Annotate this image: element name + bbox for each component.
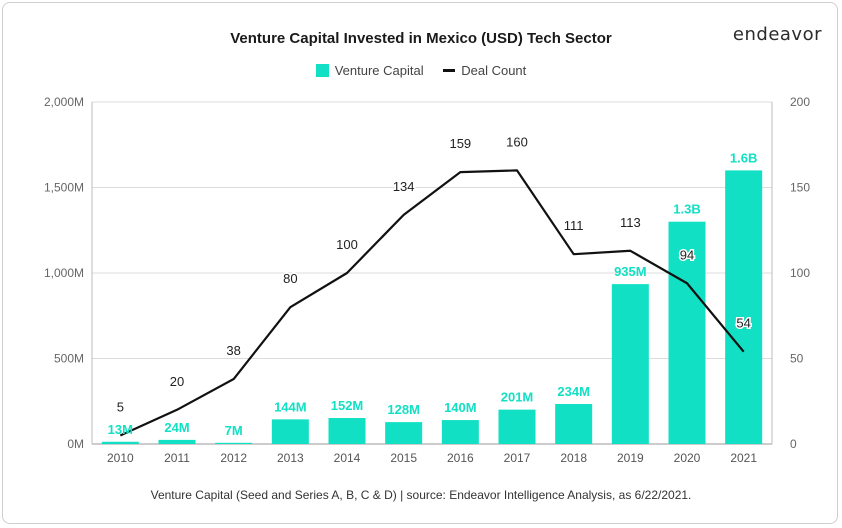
x-tick-label: 2012 — [220, 451, 247, 465]
x-tick-label: 2014 — [334, 451, 361, 465]
line-data-label: 38 — [226, 343, 240, 358]
deal-count-line — [119, 169, 745, 437]
bar-data-label: 1.6B — [730, 150, 757, 165]
y-left-tick-label: 500M — [54, 352, 84, 366]
bar — [158, 439, 196, 444]
bar — [555, 403, 593, 444]
x-tick-label: 2010 — [107, 451, 134, 465]
bar-data-label: 7M — [225, 423, 243, 438]
bar — [101, 441, 139, 444]
bar-data-label: 152M — [331, 398, 364, 413]
chart-title: Venture Capital Invested in Mexico (USD)… — [230, 30, 612, 47]
legend: Venture Capital Deal Count — [0, 62, 842, 78]
legend-line-swatch — [443, 69, 456, 73]
line-data-label: 94 — [680, 247, 694, 262]
y-left-tick-label: 1,000M — [44, 266, 84, 280]
x-tick-label: 2021 — [730, 451, 757, 465]
source-footnote: Venture Capital (Seed and Series A, B, C… — [150, 488, 692, 502]
line-data-label: 134 — [393, 179, 415, 194]
bar-data-label: 201M — [501, 390, 534, 405]
bar — [441, 420, 479, 444]
line-data-label: 159 — [449, 136, 471, 151]
legend-item-venture-capital[interactable]: Venture Capital — [315, 63, 424, 79]
line-data-label: 111 — [564, 218, 584, 233]
bar — [611, 284, 649, 444]
bar — [328, 418, 366, 444]
y-right-tick-label: 200 — [790, 95, 810, 109]
bar — [668, 221, 706, 444]
bar-data-label: 140M — [444, 400, 477, 415]
y-left-tick-label: 1,500M — [44, 181, 84, 195]
bar — [271, 419, 309, 444]
y-right-tick-label: 0 — [790, 437, 797, 451]
x-tick-label: 2011 — [164, 451, 190, 465]
x-tick-label: 2020 — [674, 451, 701, 465]
bar-data-label: 24M — [164, 420, 189, 435]
y-right-tick-label: 50 — [790, 352, 804, 366]
endeavor-logo: endeavor — [732, 24, 822, 45]
line-data-label: 54 — [736, 316, 750, 331]
x-tick-label: 2018 — [560, 451, 587, 465]
legend-label-deal-count: Deal Count — [461, 63, 527, 79]
bar-data-label: 128M — [387, 402, 420, 417]
bar — [215, 442, 253, 444]
bar — [385, 422, 423, 444]
line-data-label: 113 — [620, 215, 641, 230]
x-tick-label: 2016 — [447, 451, 474, 465]
y-left-tick-label: 2,000M — [44, 95, 84, 109]
y-right-tick-label: 100 — [790, 266, 810, 280]
line-data-label: 160 — [506, 134, 528, 149]
x-tick-label: 2017 — [504, 451, 531, 465]
legend-item-deal-count[interactable]: Deal Count — [443, 63, 526, 78]
x-tick-label: 2019 — [617, 451, 644, 465]
bar — [498, 409, 536, 444]
line-data-label: 20 — [170, 374, 184, 389]
bar — [725, 170, 763, 444]
bar-data-label: 935M — [614, 264, 647, 279]
bar-data-label: 234M — [557, 384, 590, 399]
line-data-label: 5 — [117, 399, 124, 414]
line-data-label: 100 — [336, 237, 358, 252]
legend-bar-swatch — [315, 64, 329, 78]
legend-label-venture-capital: Venture Capital — [334, 63, 424, 79]
line-data-label: 80 — [283, 271, 297, 286]
x-tick-label: 2013 — [277, 451, 304, 465]
bar-data-label: 13M — [108, 422, 133, 437]
y-right-tick-label: 150 — [790, 181, 810, 195]
y-left-tick-label: 0M — [67, 437, 84, 451]
bar-data-label: 1.3B — [673, 202, 700, 217]
x-tick-label: 2015 — [390, 451, 417, 465]
bar-data-label: 144M — [274, 399, 307, 414]
